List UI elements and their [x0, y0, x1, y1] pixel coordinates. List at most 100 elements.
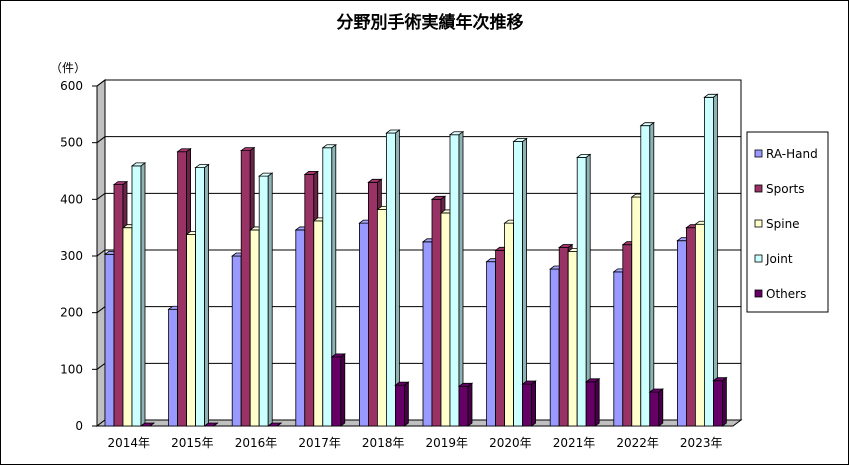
bar-others: [585, 377, 601, 427]
bar-front: [513, 141, 523, 427]
bar-others: [521, 380, 537, 427]
x-tick-label: 2014年: [108, 436, 151, 450]
bar-front: [704, 96, 714, 427]
bar-front: [195, 167, 206, 427]
bar-front: [613, 271, 624, 427]
bar-others: [712, 376, 728, 427]
bar-others: [394, 381, 410, 427]
bar-front: [168, 308, 179, 427]
bar-front: [622, 244, 633, 427]
bar-side: [140, 162, 146, 427]
legend-swatch: [754, 184, 763, 193]
y-tick-label: 300: [60, 249, 83, 263]
bar-front: [631, 196, 642, 427]
bar-front: [295, 229, 306, 427]
bar-front: [240, 150, 251, 427]
bar-side: [267, 172, 273, 427]
legend-item-label: Spine: [766, 217, 800, 231]
x-tick-label: 2016年: [235, 436, 278, 450]
bar-front: [686, 227, 696, 427]
x-tick-label: 2019年: [426, 436, 469, 450]
bar-front: [231, 255, 242, 427]
bar-front: [549, 268, 560, 427]
bar-side: [531, 380, 536, 427]
bar-joint: [448, 130, 465, 427]
bar-front: [486, 261, 497, 427]
x-tick-label: 2020年: [489, 436, 532, 450]
gridline: [96, 136, 741, 144]
plot-area: 0 100 200 300 400 500 600 2014年 2015年 2016年 2017年 2…: [60, 79, 743, 450]
y-tick-label: 0: [75, 419, 83, 433]
bar-joint: [512, 137, 528, 427]
legend-swatch: [754, 289, 763, 298]
bar-front: [495, 249, 506, 427]
bar-others: [203, 422, 219, 427]
legend-swatch: [754, 219, 763, 228]
bar-front: [304, 173, 315, 427]
y-tick-label: 400: [60, 192, 83, 206]
gridline: [96, 249, 741, 257]
bar-front: [567, 251, 578, 427]
y-tick-label: 100: [60, 362, 83, 376]
bar-front: [695, 223, 705, 427]
bar-front: [440, 212, 451, 427]
bar-front: [422, 241, 433, 427]
y-tick-label: 500: [60, 136, 83, 150]
y-axis-unit-label: （件）: [50, 61, 86, 75]
bar-side: [213, 422, 218, 427]
x-tick-label: 2018年: [362, 436, 405, 450]
gridline: [96, 79, 741, 87]
bar-side: [658, 388, 664, 427]
bar-front: [449, 134, 460, 427]
bar-joint: [258, 172, 274, 427]
bar-front: [358, 222, 369, 427]
legend-swatch: [754, 254, 763, 263]
bar-side: [149, 422, 155, 427]
bar-front: [649, 391, 660, 427]
bar-front: [322, 147, 333, 427]
bar-joint: [194, 163, 210, 427]
bar-side: [340, 353, 346, 427]
x-tick-label: 2015年: [171, 436, 214, 450]
bar-side: [467, 382, 473, 427]
bar-front: [331, 356, 342, 427]
bar-front: [313, 220, 324, 427]
legend: RA-Hand Sports Spine Joint Others: [746, 131, 829, 313]
bar-side: [722, 376, 727, 427]
bar-joint: [385, 129, 401, 427]
x-tick-label: 2021年: [553, 436, 596, 450]
bar-front: [431, 198, 442, 427]
bar-side: [403, 381, 409, 427]
legend-item-label: Others: [766, 287, 806, 301]
bar-front: [677, 240, 687, 427]
bar-side: [649, 121, 655, 427]
bar-others: [648, 388, 664, 427]
bar-side: [204, 163, 210, 427]
bar-front: [249, 229, 260, 427]
bar-front: [458, 385, 469, 427]
bar-front: [186, 234, 197, 427]
bar-front: [394, 384, 405, 427]
bar-front: [258, 175, 269, 427]
x-tick-label: 2022年: [616, 436, 659, 450]
bar-others: [457, 382, 474, 427]
bar-front: [576, 156, 587, 427]
legend-item-label: Joint: [765, 252, 793, 266]
bar-front: [640, 125, 651, 427]
bar-front: [522, 383, 532, 427]
bar-side: [394, 129, 400, 427]
bar-side: [713, 93, 718, 427]
bar-front: [122, 227, 133, 427]
bar-front: [558, 247, 569, 427]
legend-swatch: [754, 149, 763, 158]
x-tick-label: 2017年: [298, 436, 341, 450]
chart-title: 分野別手術実績年次推移: [337, 12, 524, 33]
bar-joint: [130, 162, 147, 427]
legend-item-label: RA-Hand: [766, 147, 818, 161]
bar-front: [104, 253, 115, 427]
bar-side: [276, 422, 282, 427]
bar-front: [385, 132, 396, 427]
gridline: [96, 192, 741, 200]
y-tick-label: 200: [60, 306, 83, 320]
